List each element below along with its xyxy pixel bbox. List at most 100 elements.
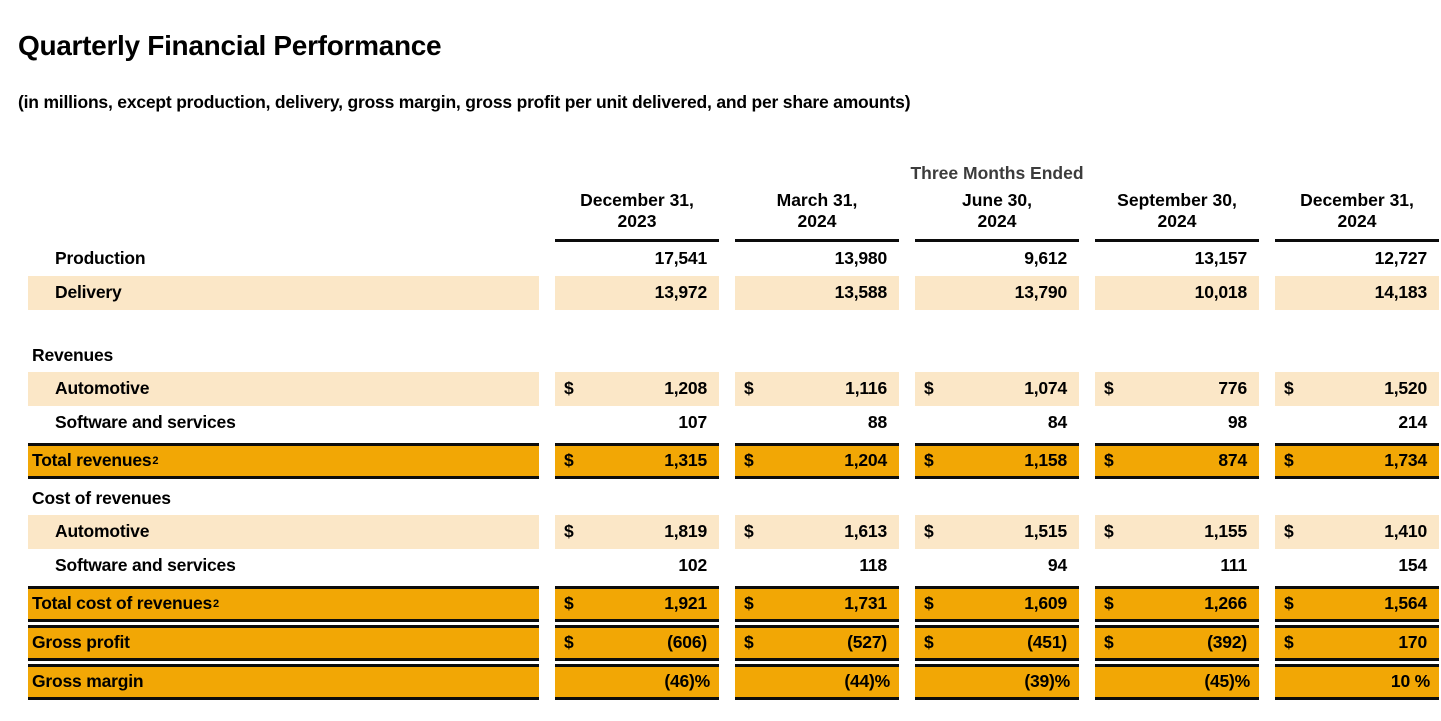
table-cell: (39)% <box>915 663 1079 700</box>
cell-value: 1,515 <box>1024 521 1067 542</box>
dollar-sign: $ <box>924 632 934 653</box>
cell-value: 13,980 <box>834 248 888 269</box>
dollar-sign: $ <box>564 593 574 614</box>
column-header-dec-31-2023: December 31, 2023 <box>555 190 719 242</box>
table-row-cost-software: Software and services 102 118 94 111 154 <box>28 549 1439 583</box>
table-row-gross-profit: Gross profit $ (606) $ (527) $ (451) $ (392)… <box>28 624 1439 661</box>
dollar-sign: $ <box>1284 450 1294 471</box>
row-label: Automotive <box>28 371 539 406</box>
table-cell: 13,790 <box>915 275 1079 310</box>
cell-value: 13,972 <box>654 282 708 303</box>
table-cell: $1,158 <box>915 442 1079 479</box>
table-cell: 14,183 <box>1275 275 1439 310</box>
dollar-sign: $ <box>744 593 754 614</box>
table-cell: (45)% <box>1095 663 1259 700</box>
table-cell: $1,819 <box>555 514 719 549</box>
cell-value: 1,116 <box>845 378 887 399</box>
column-header-mar-31-2024: March 31, 2024 <box>735 190 899 242</box>
dollar-sign: $ <box>924 521 934 542</box>
quarterly-financials-table: Three Months Ended December 31, 2023 Mar… <box>28 163 1439 700</box>
column-header-line2: 2024 <box>1157 211 1197 232</box>
dollar-sign: $ <box>924 593 934 614</box>
table-cell: $1,734 <box>1275 442 1439 479</box>
cell-value: 17,541 <box>654 248 708 269</box>
cell-value: 1,315 <box>664 450 707 471</box>
table-cell: $ (392) <box>1095 624 1259 661</box>
cell-value: 1,208 <box>664 378 707 399</box>
table-row-revenues-automotive: Automotive $1,208 $1,116 $1,074 $776 $1,… <box>28 371 1439 406</box>
dollar-sign: $ <box>564 450 574 471</box>
column-header-line1: June 30, <box>961 190 1033 210</box>
column-header-jun-30-2024: June 30, 2024 <box>915 190 1079 242</box>
table-cell: 111 <box>1095 549 1259 583</box>
table-cell: 88 <box>735 406 899 440</box>
column-header-line1: March 31, <box>776 190 858 210</box>
table-cell: 13,980 <box>735 242 899 276</box>
cell-value: 118 <box>859 555 887 576</box>
dollar-sign: $ <box>1284 632 1294 653</box>
table-cell: 102 <box>555 549 719 583</box>
row-label: Gross profit <box>28 624 539 661</box>
cell-value: 1,819 <box>664 521 707 542</box>
row-label: Automotive <box>28 514 539 549</box>
cell-value: 874 <box>1218 450 1247 471</box>
table-section-cost-of-revenues: Cost of revenues <box>28 482 1439 515</box>
dollar-sign: $ <box>744 521 754 542</box>
cell-value: 1,074 <box>1024 378 1067 399</box>
table-cell: (44)% <box>735 663 899 700</box>
table-row-gross-margin: Gross margin (46)% (44)% (39)% (45)% 10 … <box>28 663 1439 700</box>
dollar-sign: $ <box>744 450 754 471</box>
row-label-text: Total revenues <box>32 450 152 471</box>
column-header-line1: December 31, <box>1300 190 1414 210</box>
cell-value: 10,018 <box>1194 282 1248 303</box>
table-cell: 84 <box>915 406 1079 440</box>
cell-value: 102 <box>678 555 707 576</box>
column-header-sep-30-2024: September 30, 2024 <box>1095 190 1259 242</box>
table-section-revenues: Revenues <box>28 339 1439 372</box>
dollar-sign: $ <box>564 378 574 399</box>
dollar-sign: $ <box>924 450 934 471</box>
cell-value: 98 <box>1227 412 1247 433</box>
row-label: Gross margin <box>28 663 539 700</box>
cell-value: 10 % <box>1390 671 1430 692</box>
cell-value: 1,613 <box>844 521 887 542</box>
cell-value: 94 <box>1047 555 1067 576</box>
table-cell: 154 <box>1275 549 1439 583</box>
cell-value: 1,155 <box>1204 521 1247 542</box>
dollar-sign: $ <box>1104 632 1114 653</box>
cell-value: 9,612 <box>1024 248 1067 269</box>
table-cell: 214 <box>1275 406 1439 440</box>
column-header-dec-31-2024: December 31, 2024 <box>1275 190 1439 242</box>
table-cell: $776 <box>1095 371 1259 406</box>
dollar-sign: $ <box>564 521 574 542</box>
dollar-sign: $ <box>1284 378 1294 399</box>
cell-value: 776 <box>1218 378 1247 399</box>
table-cell: 94 <box>915 549 1079 583</box>
table-cell: 9,612 <box>915 242 1079 276</box>
column-header-line2: 2023 <box>617 211 657 232</box>
table-cell: 12,727 <box>1275 242 1439 276</box>
row-label-text: Total cost of revenues <box>32 593 213 614</box>
table-cell: $874 <box>1095 442 1259 479</box>
cell-value: 1,734 <box>1384 450 1427 471</box>
table-cell: $1,609 <box>915 585 1079 622</box>
page-title: Quarterly Financial Performance <box>18 30 442 61</box>
cell-value: 1,410 <box>1384 521 1427 542</box>
cell-value: 13,588 <box>834 282 888 303</box>
column-header-line2: 2024 <box>1337 211 1377 232</box>
table-row-total-revenues: Total revenues 2 $1,315 $1,204 $1,158 $87… <box>28 442 1439 479</box>
table-cell: $1,515 <box>915 514 1079 549</box>
table-row-cost-automotive: Automotive $1,819 $1,613 $1,515 $1,155 $… <box>28 514 1439 549</box>
cell-value: 1,204 <box>844 450 887 471</box>
dollar-sign: $ <box>1104 521 1114 542</box>
cell-value: (527) <box>847 632 887 653</box>
cell-value: 214 <box>1398 412 1427 433</box>
table-row-production: Production 17,541 13,980 9,612 13,157 12… <box>28 242 1439 276</box>
table-cell: 10,018 <box>1095 275 1259 310</box>
table-row-delivery: Delivery 13,972 13,588 13,790 10,018 14,… <box>28 275 1439 310</box>
financial-report-page: Quarterly Financial Performance (in mill… <box>18 30 1439 700</box>
dollar-sign: $ <box>1104 593 1114 614</box>
table-cell: 17,541 <box>555 242 719 276</box>
table-cell: $1,204 <box>735 442 899 479</box>
cell-value: 84 <box>1047 412 1067 433</box>
